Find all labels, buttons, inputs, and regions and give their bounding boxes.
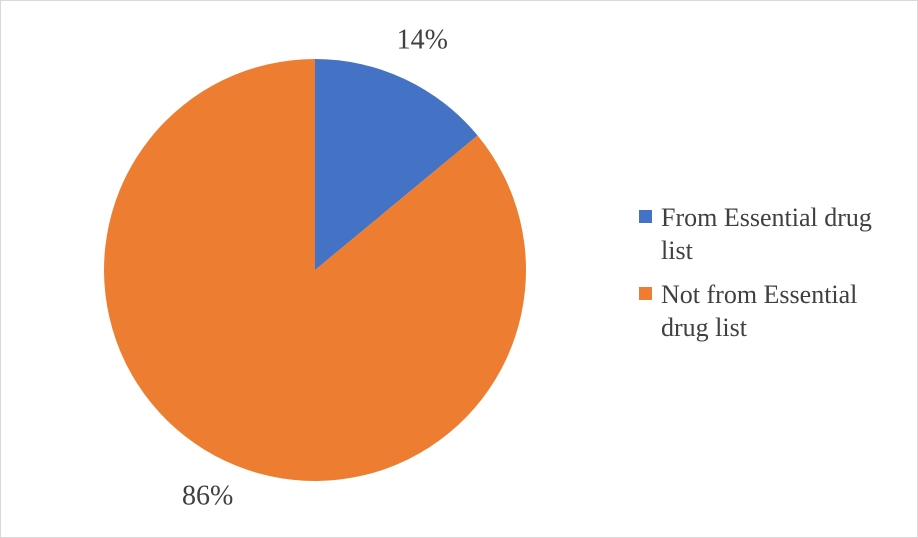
legend-swatch <box>639 287 652 300</box>
legend-swatch <box>639 210 652 223</box>
legend-item: From Essential drug list <box>639 201 904 267</box>
legend-label: From Essential drug list <box>661 203 872 265</box>
pie-slice <box>315 59 478 270</box>
legend-label: Not from Essential drug list <box>661 280 858 342</box>
value-label: 86% <box>182 480 233 511</box>
pie-slice <box>104 59 527 481</box>
legend: From Essential drug list Not from Essenti… <box>639 201 904 355</box>
legend-item: Not from Essential drug list <box>639 278 904 344</box>
value-label: 14% <box>397 24 448 55</box>
